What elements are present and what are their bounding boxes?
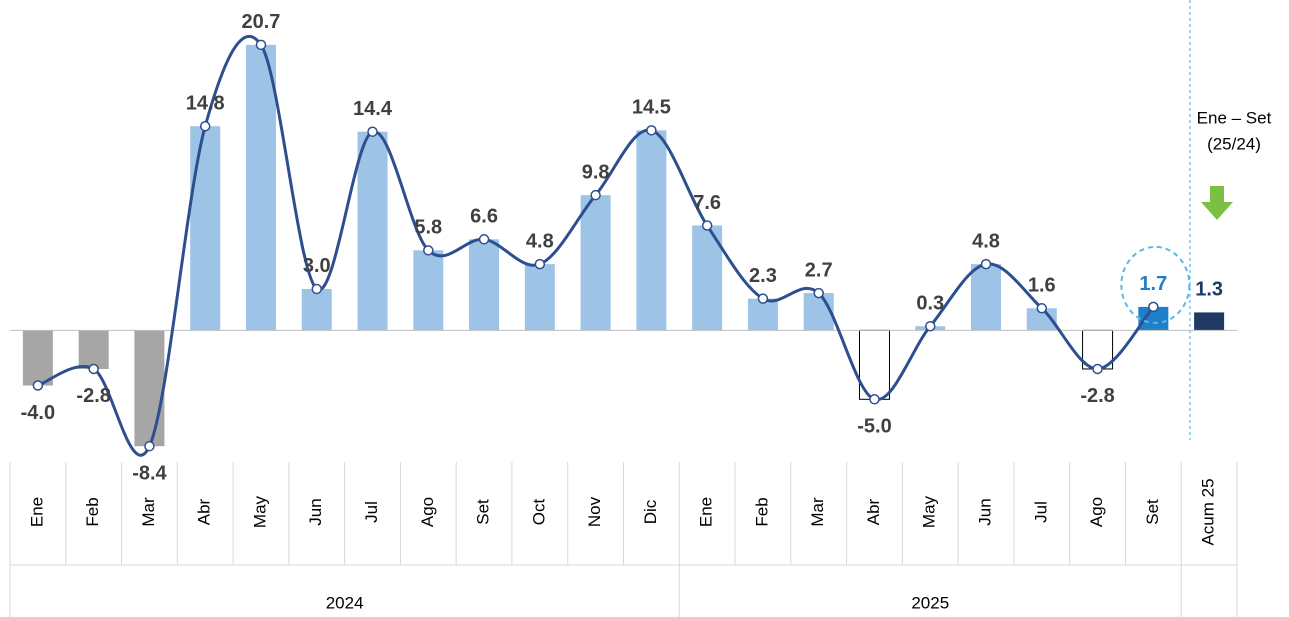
x-tick-label: Abr [864,498,883,525]
bar [78,330,109,369]
x-tick-label: Ago [1087,497,1106,527]
value-label: 1.7 [1139,273,1167,295]
x-tick-label: Dic [641,499,660,524]
line-point [980,258,992,270]
annotation: (25/24) [1207,134,1261,153]
bar [971,264,1002,331]
value-label: 2.7 [805,259,833,281]
x-tick-label: Jun [306,498,325,525]
bar [245,44,276,331]
value-label: 1.6 [1028,275,1056,297]
line-point [255,39,267,51]
x-tick-label: Nov [585,496,604,527]
line-point [311,283,322,295]
line-point [1148,301,1159,313]
line-point [869,394,880,405]
line-point [590,189,601,201]
x-tick-label: Set [1143,499,1162,525]
annotation: Ene – Set [1197,108,1272,127]
value-label: 4.8 [526,230,554,252]
x-tick-label: Ago [418,497,437,527]
line-point [757,293,769,304]
value-label: 3.0 [303,255,331,277]
value-label: 20.7 [242,11,281,33]
x-tick-label: Mar [808,497,827,527]
value-label: 9.8 [582,161,610,183]
bar [636,130,667,331]
line-point [701,220,713,231]
value-label: -2.8 [76,385,110,407]
value-label: 14.8 [186,92,225,114]
bar [524,264,555,331]
line-point [478,234,490,245]
bar [413,250,444,331]
x-tick-label: Set [474,499,493,525]
value-label: 14.5 [632,97,671,119]
line-point [925,320,936,332]
value-label: 2.3 [749,265,777,287]
bar [1026,308,1057,331]
value-label: 6.6 [470,206,498,228]
value-label: -4.0 [21,402,55,424]
line-point [534,258,546,270]
line-point [813,287,824,299]
down-arrow [1201,186,1233,220]
bar [134,330,165,447]
value-label: -2.8 [1080,385,1114,407]
value-label: -5.0 [857,416,891,438]
line-point [88,363,99,375]
value-label: 4.8 [972,230,1000,252]
bar [22,330,53,386]
x-tick-label: May [920,495,939,528]
bar [301,288,332,331]
x-tick-label: Feb [83,497,102,526]
x-tick-label: Feb [752,497,771,526]
bar [803,293,834,331]
bar [580,195,611,331]
line-point [144,440,155,452]
line-point [1036,303,1048,314]
bar [747,298,778,331]
x-tick-label: Ene [27,497,46,527]
value-label: 1.3 [1195,279,1223,301]
value-label: 0.3 [916,292,944,314]
bar [190,126,221,331]
line-point [367,126,378,137]
year-label: 2024 [326,593,364,612]
line-point [199,120,211,132]
highlight-circle [1120,245,1191,324]
x-tick-label: Jul [1031,501,1050,523]
year-label: 2025 [911,593,949,612]
x-tick-label: Jun [976,498,995,525]
value-label: 7.6 [693,192,721,214]
line-point [32,380,44,391]
x-tick-label: Abr [195,498,214,525]
bar [1194,312,1225,331]
x-tick-label: Jul [362,501,381,523]
x-tick-label: Acum 25 [1199,478,1218,545]
bar [357,131,388,331]
value-label: 5.8 [414,217,442,239]
value-label: -8.4 [132,462,167,484]
value-label: 14.4 [353,98,393,120]
bar [469,239,500,331]
line-point [423,245,434,256]
x-tick-label: May [250,495,269,528]
line-point [646,125,657,136]
x-tick-label: Oct [529,499,548,526]
x-tick-label: Mar [139,497,158,527]
x-tick-label: Ene [697,497,716,527]
bar [1138,306,1169,331]
line-point [1092,363,1103,375]
